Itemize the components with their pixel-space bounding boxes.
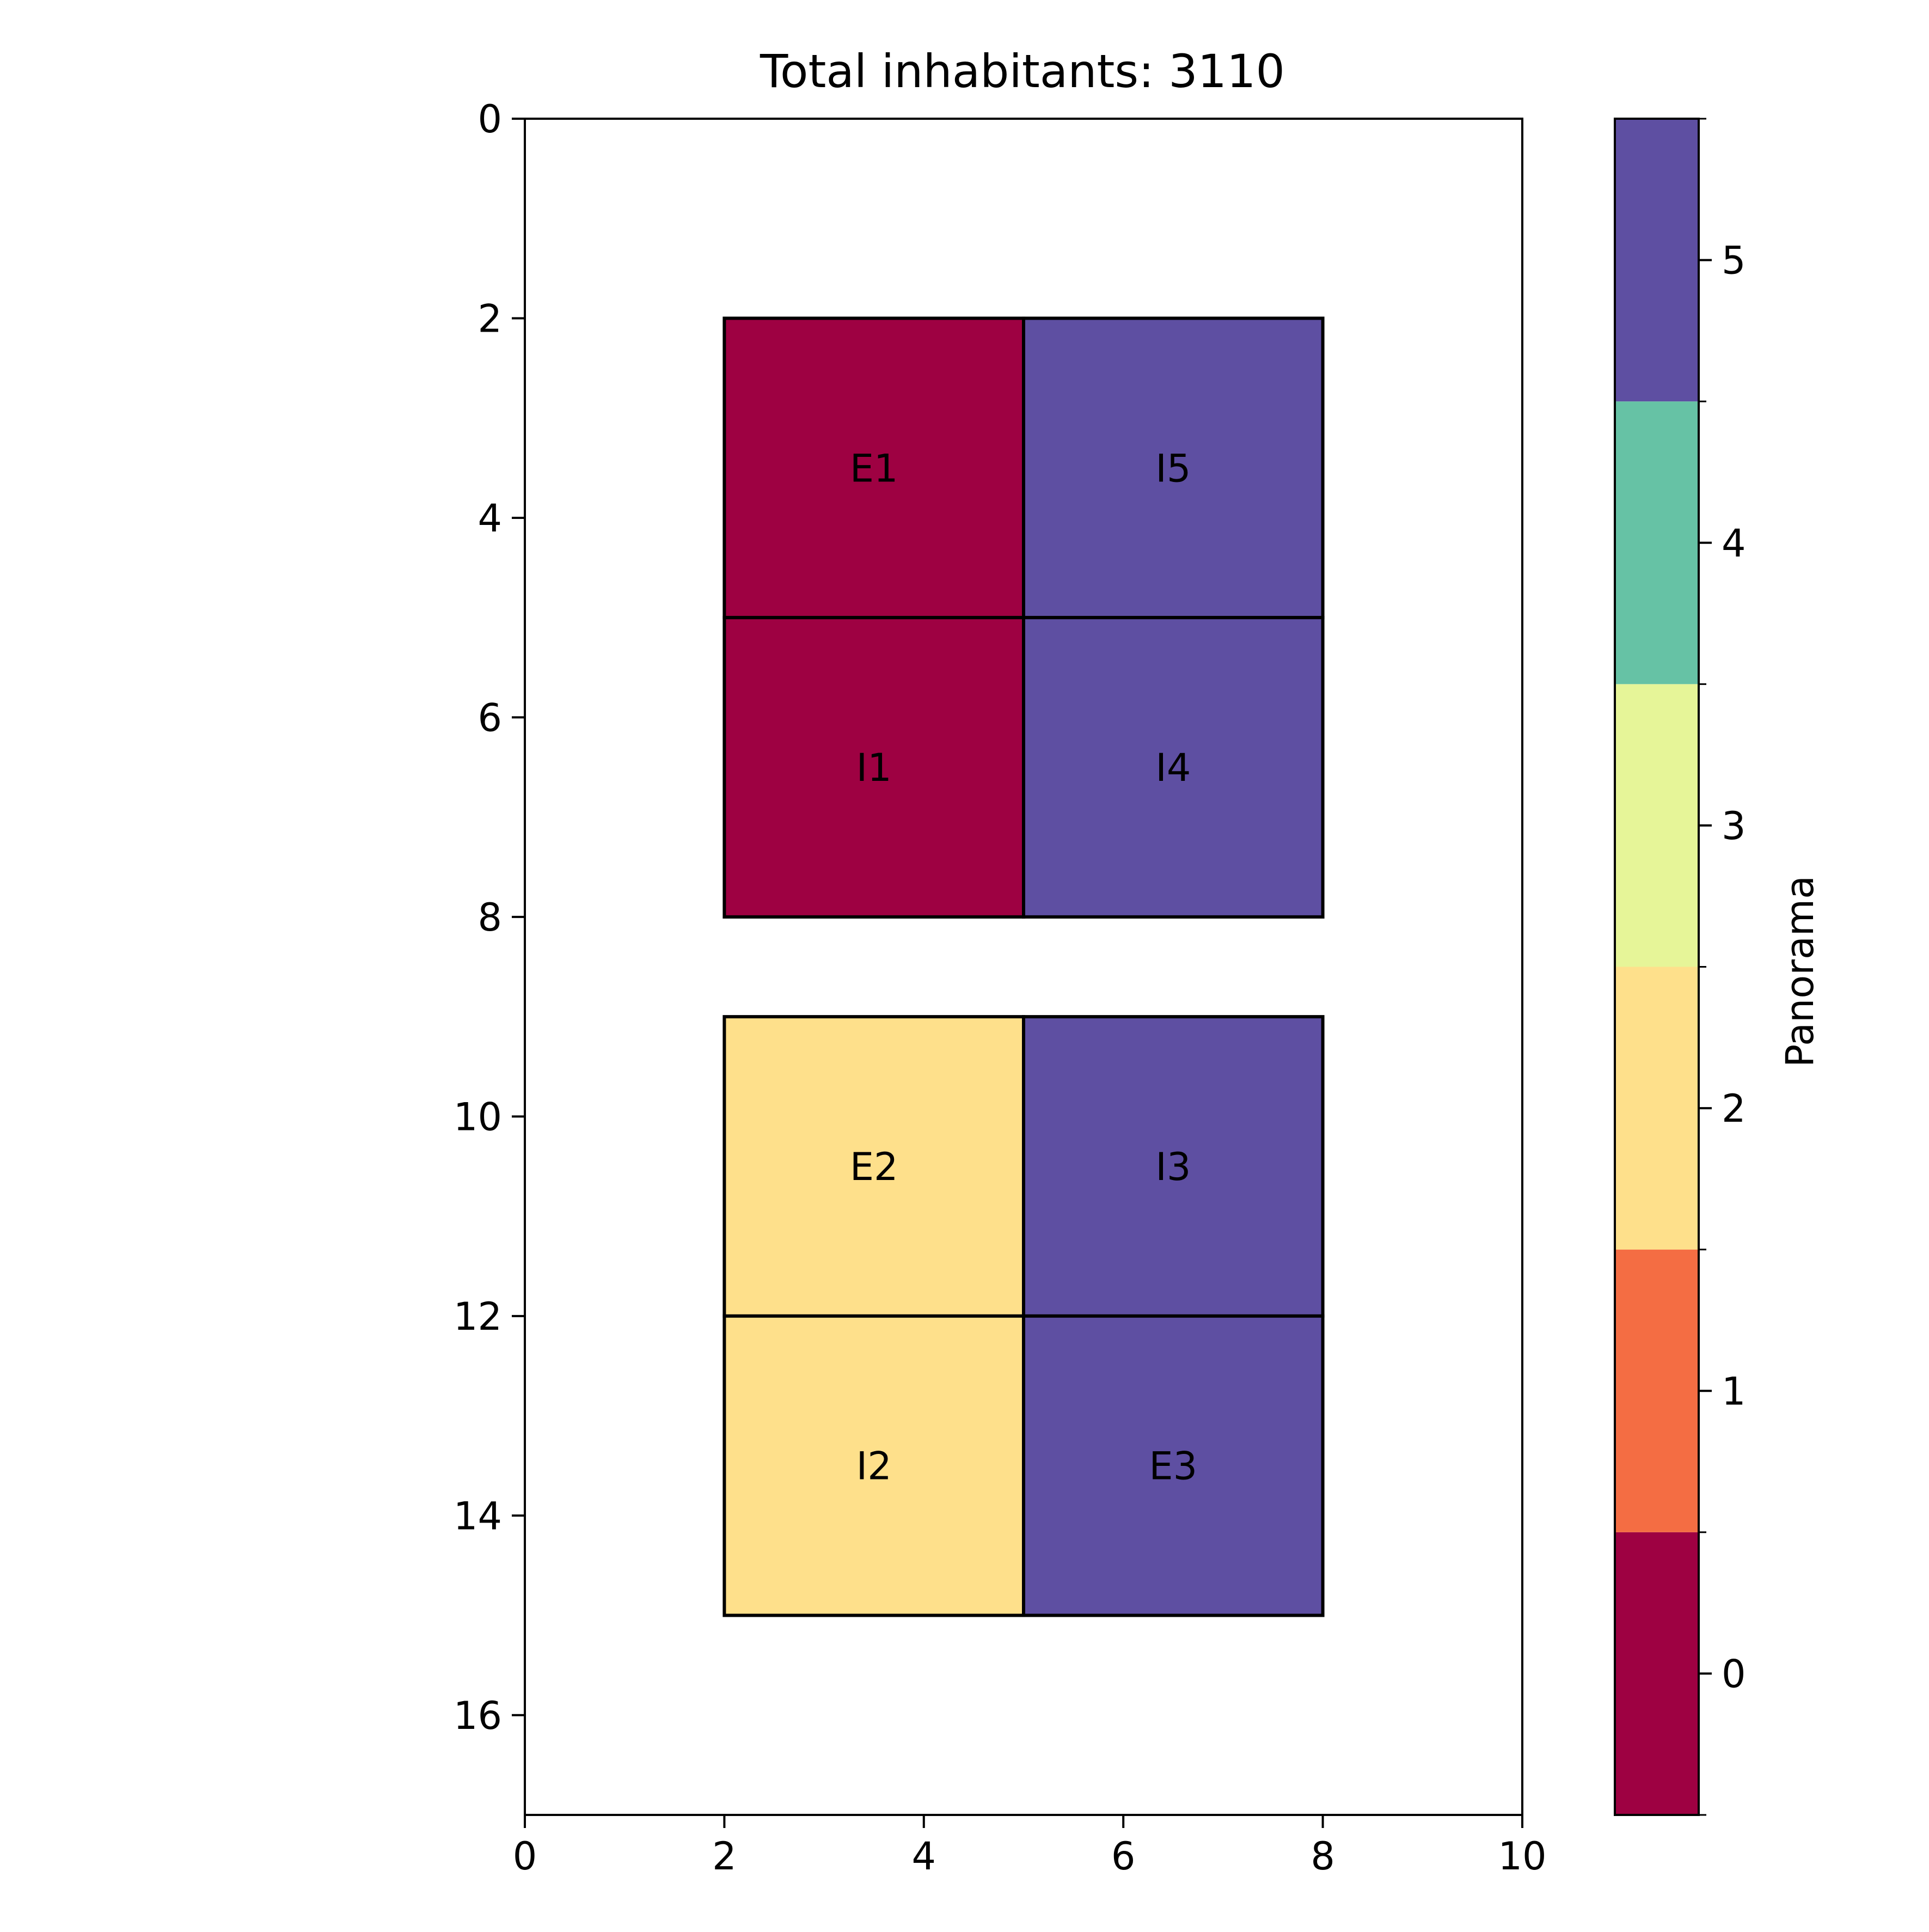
colorbar-label: Panorama [1778, 876, 1822, 1067]
axes-layer: 0 2 4 6 8 10 0 2 4 6 8 10 12 14 16 [454, 97, 1547, 1879]
cell-label-i3: I3 [1155, 1145, 1191, 1189]
cell-i1 [722, 616, 1025, 919]
plot-frame [524, 118, 1523, 1816]
chart-title: Total inhabitants: 3110 [760, 45, 1285, 98]
cell-i4 [1022, 616, 1325, 919]
y-tick-label: 8 [477, 895, 502, 940]
colorbar-segment-0 [1615, 1532, 1699, 1815]
colorbar-segment-5 [1615, 119, 1699, 402]
y-tick-label: 2 [477, 296, 502, 341]
y-tick-label: 0 [477, 97, 502, 142]
cell-label-e3: E3 [1149, 1444, 1197, 1489]
y-tick-label: 12 [454, 1294, 502, 1339]
x-tick-label: 4 [912, 1834, 936, 1879]
cell-label-i2: I2 [856, 1444, 892, 1489]
colorbar-tick-label: 1 [1722, 1369, 1746, 1414]
colorbar-segment-2 [1615, 967, 1699, 1250]
colorbar-segment-1 [1615, 1249, 1699, 1532]
y-tick-label: 16 [454, 1693, 502, 1738]
colorbar-segment-3 [1615, 684, 1699, 967]
colorbar-tick-label: 0 [1722, 1652, 1746, 1696]
cell-i5 [1022, 316, 1325, 620]
x-tick-label: 2 [712, 1834, 737, 1879]
cell-i3 [1022, 1015, 1325, 1318]
colorbar-tick-label: 4 [1722, 521, 1746, 566]
cells-layer: E1 I5 I1 I4 E2 I3 I2 E3 [722, 316, 1325, 1617]
cell-label-i4: I4 [1155, 745, 1191, 790]
cell-e3 [1022, 1314, 1325, 1617]
x-tick-label: 6 [1111, 1834, 1136, 1879]
colorbar-tick-label: 3 [1722, 804, 1746, 848]
cell-label-e2: E2 [850, 1145, 898, 1189]
y-tick-label: 10 [454, 1095, 502, 1139]
y-tick-label: 14 [454, 1494, 502, 1538]
colorbar-segment-4 [1615, 401, 1699, 684]
y-tick-label: 6 [477, 695, 502, 740]
colorbar-tick-label: 2 [1722, 1086, 1746, 1131]
y-tick-label: 4 [477, 496, 502, 541]
cell-label-e1: E1 [850, 446, 898, 491]
x-tick-label: 0 [513, 1834, 537, 1879]
colorbar: 0 1 2 3 4 5 [1614, 118, 1746, 1816]
x-tick-label: 8 [1311, 1834, 1335, 1879]
cell-label-i5: I5 [1155, 446, 1191, 491]
cell-label-i1: I1 [856, 745, 892, 790]
x-tick-label: 10 [1498, 1834, 1546, 1879]
cell-e1 [722, 316, 1025, 620]
colorbar-tick-label: 5 [1722, 239, 1746, 283]
